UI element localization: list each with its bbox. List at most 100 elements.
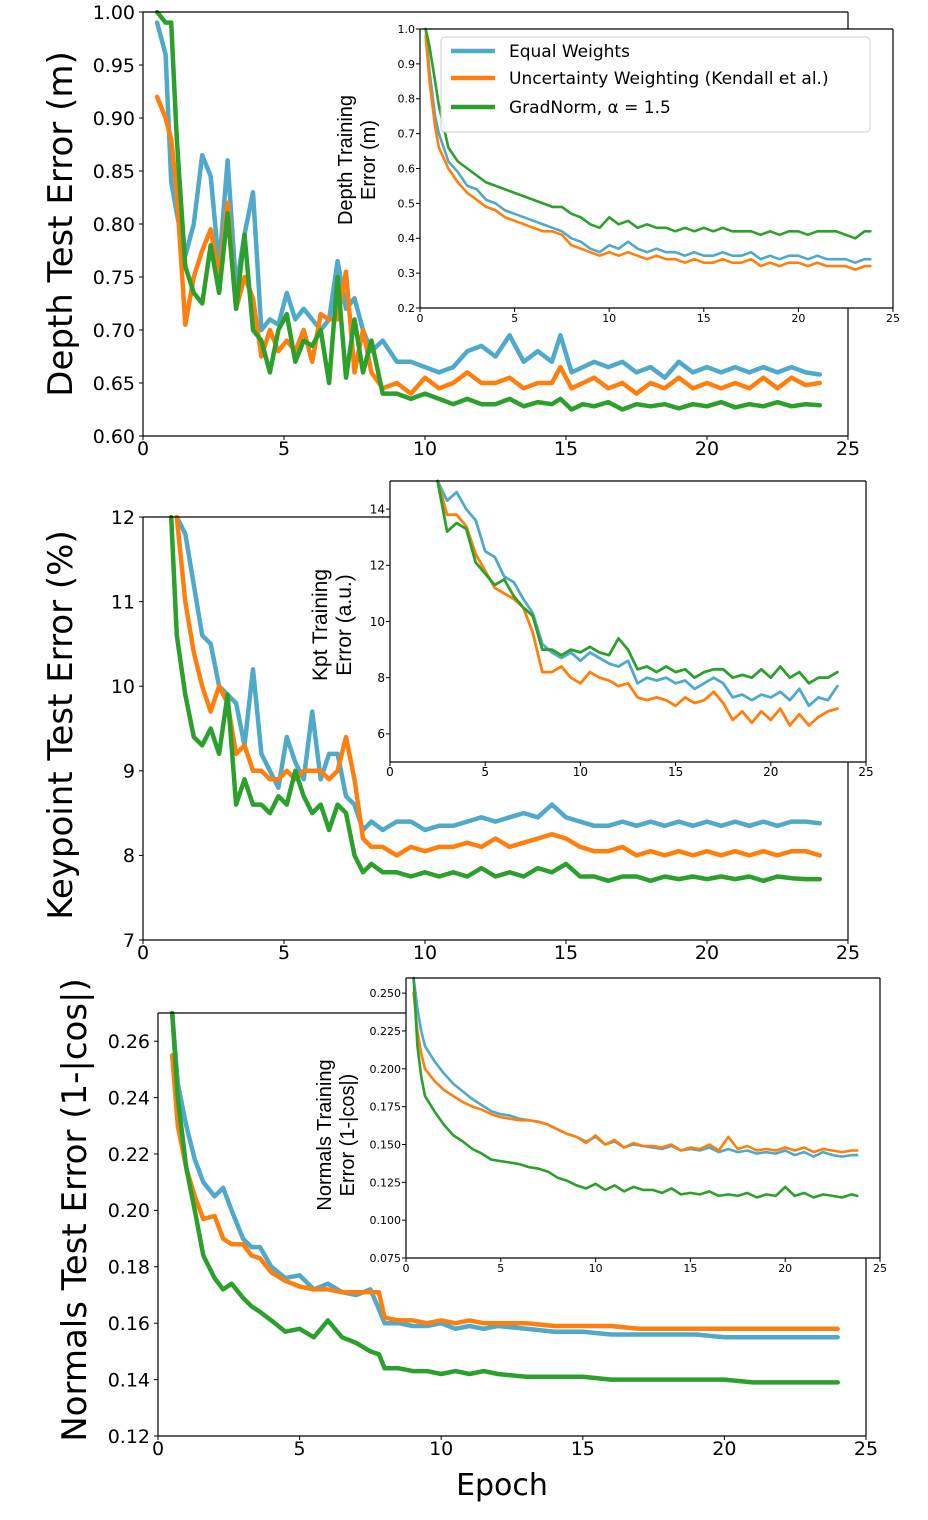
series-line-equal-weights	[174, 515, 823, 833]
y-tick-label: 0.8	[398, 93, 416, 106]
y-tick-label: 0.70	[93, 320, 135, 342]
y-tick-label: 0.7	[398, 128, 416, 141]
x-tick-label: 0	[417, 312, 424, 325]
x-tick-label: 15	[668, 765, 683, 779]
legend: Equal Weights Uncertainty Weighting (Kend…	[440, 36, 871, 133]
y-tick-label: 1.00	[93, 2, 135, 24]
series-line-equal-weights	[169, 1011, 840, 1340]
x-tick-label: 25	[886, 312, 900, 325]
x-tick-label: 5	[497, 1262, 504, 1275]
y-axis-title: Normals Test Error (1-|cos|)	[55, 978, 95, 1442]
y-tick-label: 0.175	[370, 1101, 402, 1114]
x-tick-label: 15	[554, 942, 578, 964]
x-tick-label: 15	[697, 312, 711, 325]
y-axis-title-line2: Error (a.u.)	[333, 574, 356, 676]
x-tick-label: 0	[137, 942, 149, 964]
series-line-equal-weights	[436, 479, 839, 708]
y-tick-label: 8	[377, 671, 385, 685]
x-tick-label: 10	[413, 438, 437, 460]
y-tick-label: 0.60	[93, 426, 135, 448]
x-tick-label: 15	[683, 1262, 697, 1275]
y-tick-label: 0.150	[370, 1138, 402, 1151]
series-line-gradnorm	[436, 479, 839, 685]
y-axis-title-line1: Normals Training	[314, 1059, 336, 1210]
series-line-equal-weights	[424, 27, 872, 265]
x-tick-label: 10	[602, 312, 616, 325]
x-tick-label: 5	[294, 1438, 306, 1460]
legend-label-gradnorm: GradNorm, α = 1.5	[509, 98, 671, 118]
x-tick-label: 20	[695, 438, 719, 460]
x-tick-label: 20	[778, 1262, 792, 1275]
panel-keypoint-test: 0 5 10 15 20 25 7 8 9 10 11 12 Keypoint Test Error (…	[41, 507, 860, 964]
series-line-uncertainty	[424, 34, 872, 271]
x-tick-label: 25	[873, 1262, 887, 1275]
y-axis-title-line1: Depth Training	[335, 95, 357, 225]
y-tick-label: 0.24	[108, 1087, 150, 1109]
series-line-gradnorm	[154, 10, 823, 412]
x-tick-label: 0	[137, 438, 149, 460]
x-tick-label: 15	[554, 438, 578, 460]
y-axis-title-line2: Error (m)	[358, 120, 380, 200]
y-tick-label: 0.3	[398, 267, 416, 280]
x-tick-label: 10	[413, 942, 437, 964]
series-line-uncertainty	[169, 1053, 840, 1332]
y-tick-label: 11	[111, 591, 135, 613]
y-tick-label: 0.16	[108, 1313, 150, 1335]
y-tick-label: 1.0	[398, 23, 416, 36]
y-tick-label: 0.20	[108, 1200, 150, 1222]
legend-label-uncertainty: Uncertainty Weighting (Kendall et al.)	[509, 69, 829, 89]
y-tick-label: 0.90	[93, 108, 135, 130]
x-tick-label: 20	[763, 765, 778, 779]
legend-label-equal-weights: Equal Weights	[509, 42, 630, 62]
inset-background	[390, 481, 866, 762]
y-tick-label: 0.9	[398, 58, 416, 71]
panel-kpt-train-inset: 0 5 10 15 20 25 6 8 10 12 14 Kpt TrainingError (a.u…	[309, 479, 874, 779]
x-tick-label: 5	[278, 438, 290, 460]
series-line-gradnorm	[168, 515, 823, 884]
y-tick-label: 0.200	[370, 1063, 402, 1076]
x-tick-label: 0	[386, 765, 394, 779]
y-tick-label: 10	[111, 676, 135, 698]
x-axis-title: Epoch	[456, 1468, 548, 1503]
y-tick-label: 7	[123, 930, 135, 952]
y-axis-title-line2: Error (1-|cos|)	[337, 1074, 359, 1197]
inset-background	[406, 978, 880, 1258]
y-tick-label: 0.75	[93, 267, 135, 289]
series-line-gradnorm	[169, 1011, 840, 1385]
y-tick-label: 0.250	[370, 987, 402, 1000]
x-tick-label: 25	[836, 942, 860, 964]
x-tick-label: 20	[712, 1438, 736, 1460]
x-tick-label: 25	[854, 1438, 878, 1460]
y-tick-label: 0.4	[398, 232, 416, 245]
y-tick-label: 0.14	[108, 1369, 150, 1391]
x-tick-label: 20	[695, 942, 719, 964]
y-tick-label: 0.2	[398, 302, 416, 315]
x-tick-label: 25	[836, 438, 860, 460]
series-line-uncertainty	[174, 515, 823, 858]
x-tick-label: 5	[511, 312, 518, 325]
y-tick-label: 0.100	[370, 1214, 402, 1227]
x-tick-label: 10	[429, 1438, 453, 1460]
series-line-gradnorm	[412, 976, 859, 1199]
y-tick-label: 8	[123, 845, 135, 867]
y-tick-label: 0.075	[370, 1252, 402, 1265]
y-axis-title: Depth Test Error (m)	[41, 51, 81, 396]
x-tick-label: 0	[152, 1438, 164, 1460]
y-tick-label: 10	[370, 615, 385, 629]
series-line-uncertainty	[412, 991, 859, 1154]
y-tick-label: 0.125	[370, 1176, 402, 1189]
y-tick-label: 0.6	[398, 162, 416, 175]
y-axis-title: Normals TrainingError (1-|cos|)	[314, 1059, 359, 1210]
y-tick-label: 6	[377, 727, 385, 741]
y-tick-label: 0.65	[93, 373, 135, 395]
y-tick-label: 0.80	[93, 214, 135, 236]
y-axis-title: Kpt TrainingError (a.u.)	[309, 569, 356, 681]
y-tick-label: 0.22	[108, 1144, 150, 1166]
y-tick-label: 14	[370, 502, 385, 516]
y-tick-label: 12	[370, 559, 385, 573]
x-tick-label: 0	[403, 1262, 410, 1275]
panel-normals-train-inset: 0 5 10 15 20 25 0.075 0.100 0.125 0.150 0.175 0.200…	[314, 976, 887, 1275]
y-axis-title: Keypoint Test Error (%)	[41, 530, 81, 919]
y-tick-label: 0.12	[108, 1426, 150, 1448]
